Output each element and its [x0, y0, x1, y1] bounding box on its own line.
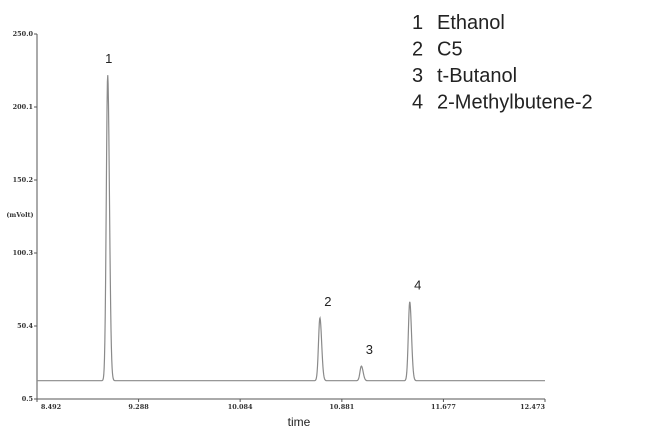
- legend-number-2: 2: [412, 39, 423, 61]
- x-tick-label: 10.084: [228, 403, 253, 411]
- peak-label-3: 3: [366, 342, 373, 357]
- y-tick-label: 250.0: [13, 30, 34, 38]
- legend-number-1: 1: [412, 12, 423, 34]
- legend-number-4: 4: [412, 92, 423, 114]
- x-ticks: 8.492 9.288 10.084 10.881 11.677 12.473: [36, 399, 546, 411]
- x-axis-title: time: [288, 415, 311, 429]
- x-tick-label: 10.881: [329, 403, 354, 411]
- peak-label-4: 4: [414, 278, 421, 293]
- peak-label-2: 2: [324, 294, 331, 309]
- axes: [36, 34, 545, 400]
- y-tick-label: 50.4: [17, 322, 33, 330]
- y-axis-title: (mVolt): [6, 211, 33, 219]
- legend-name-3: t-Butanol: [437, 65, 517, 87]
- y-tick-label: 100.3: [13, 249, 34, 257]
- legend: 1 Ethanol 2 C5 3 t-Butanol 4 2-Methylbutene-2: [412, 12, 593, 114]
- y-tick-label: 200.1: [13, 103, 33, 111]
- x-tick-label: 9.288: [128, 403, 149, 411]
- chromatogram-trace: [37, 75, 545, 382]
- y-tick-label: 0.5: [22, 395, 34, 403]
- legend-name-2: C5: [437, 39, 463, 61]
- x-tick-label: 8.492: [41, 403, 61, 411]
- peak-label-1: 1: [105, 51, 112, 66]
- legend-name-4: 2-Methylbutene-2: [437, 92, 593, 114]
- y-ticks: 0.5 50.4 100.3 150.2 200.1 250.0: [13, 30, 37, 403]
- legend-name-1: Ethanol: [437, 12, 505, 34]
- y-tick-label: 150.2: [13, 176, 33, 184]
- x-tick-label: 12.473: [520, 403, 545, 411]
- peak-labels: 1 2 3 4: [105, 51, 421, 357]
- x-tick-label: 11.677: [431, 403, 456, 411]
- legend-number-3: 3: [412, 65, 423, 87]
